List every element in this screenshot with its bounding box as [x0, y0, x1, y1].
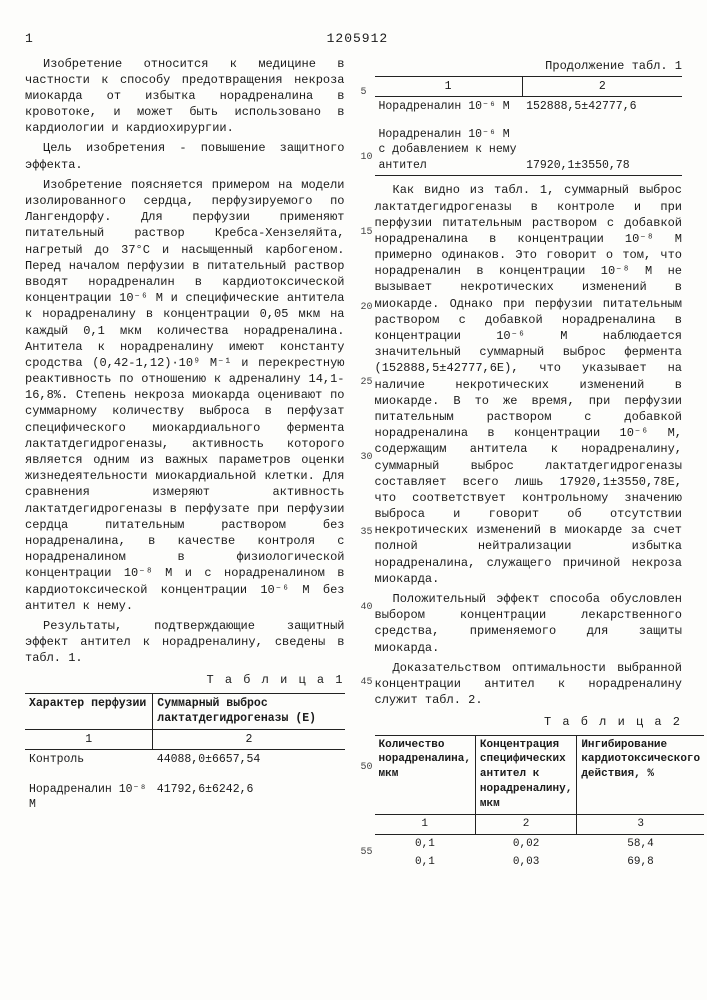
table2-head: Ингибирование кардиотоксического действи…: [577, 735, 704, 814]
table2-cell: 0,1: [375, 834, 476, 853]
para: Изобретение поясняется примером на модел…: [25, 177, 345, 614]
table1-cell: Контроль: [25, 750, 153, 770]
column-right: 5 10 15 20 25 30 35 40 45 50 55 Продолже…: [363, 56, 683, 879]
table2-caption: Т а б л и ц а 2: [375, 714, 683, 730]
line-number: 20: [361, 301, 373, 315]
table2-head: Количество норадреналина, мкм: [375, 735, 476, 814]
line-number: 35: [361, 526, 373, 540]
line-number: 10: [361, 151, 373, 165]
doc-number: 1205912: [327, 30, 389, 48]
para: Как видно из табл. 1, суммарный выброс л…: [375, 182, 683, 587]
line-number: 40: [361, 601, 373, 615]
line-number: 25: [361, 376, 373, 390]
table2-cell: 69,8: [577, 853, 704, 872]
tbl-cell: 17920,1±3550,78: [522, 125, 682, 176]
line-number: 55: [361, 846, 373, 860]
table1-caption: Т а б л и ц а 1: [25, 672, 345, 688]
page-header: 1 1205912: [25, 30, 682, 48]
para: Доказательством оптимальности выбранной …: [375, 660, 683, 709]
table1-cell: Норадреналин 10⁻⁸ М: [25, 780, 153, 815]
line-number: 30: [361, 451, 373, 465]
para: Изобретение относится к медицине в частн…: [25, 56, 345, 137]
column-left: Изобретение относится к медицине в частн…: [25, 56, 345, 879]
table2-subhead: 3: [577, 814, 704, 834]
line-number: 15: [361, 226, 373, 240]
page-num-left: 1: [25, 30, 33, 48]
line-number: 45: [361, 676, 373, 690]
table1: Характер перфузии Суммарный выброс лакта…: [25, 693, 345, 815]
table1-subhead: 1: [25, 729, 153, 750]
table2-cell: 58,4: [577, 834, 704, 853]
table1-subhead: 2: [153, 729, 345, 750]
table2-cell: 0,1: [375, 853, 476, 872]
tbl-subhead: 1: [375, 76, 523, 97]
table1-head: Суммарный выброс лактатдегидрогеназы (Е): [153, 693, 345, 729]
table2: Количество норадреналина, мкм Концентрац…: [375, 735, 705, 873]
line-number: 5: [361, 86, 367, 100]
para: Результаты, подтверждающие защитный эффе…: [25, 618, 345, 667]
tbl-cell: Норадреналин 10⁻⁶ М: [375, 97, 523, 117]
table2-subhead: 1: [375, 814, 476, 834]
para: Цель изобретения - повышение защитного э…: [25, 140, 345, 172]
tbl-subhead: 2: [522, 76, 682, 97]
table1-continued: 1 2 Норадреналин 10⁻⁶ М 152888,5±42777,6…: [375, 76, 683, 177]
para: Положительный эффект способа обусловлен …: [375, 591, 683, 656]
table1-cont-caption: Продолжение табл. 1: [375, 58, 683, 74]
table2-cell: 0,03: [475, 853, 576, 872]
table2-subhead: 2: [475, 814, 576, 834]
table1-cell: 44088,0±6657,54: [153, 750, 345, 770]
line-number: 50: [361, 761, 373, 775]
table1-cell: 41792,6±6242,6: [153, 780, 345, 815]
table2-head: Концентрация специфических антител к нор…: [475, 735, 576, 814]
table1-head: Характер перфузии: [25, 693, 153, 729]
table2-cell: 0,02: [475, 834, 576, 853]
tbl-cell: 152888,5±42777,6: [522, 97, 682, 117]
two-column-layout: Изобретение относится к медицине в частн…: [25, 56, 682, 879]
tbl-cell: Норадреналин 10⁻⁶ М с добавлением к нему…: [375, 125, 523, 176]
